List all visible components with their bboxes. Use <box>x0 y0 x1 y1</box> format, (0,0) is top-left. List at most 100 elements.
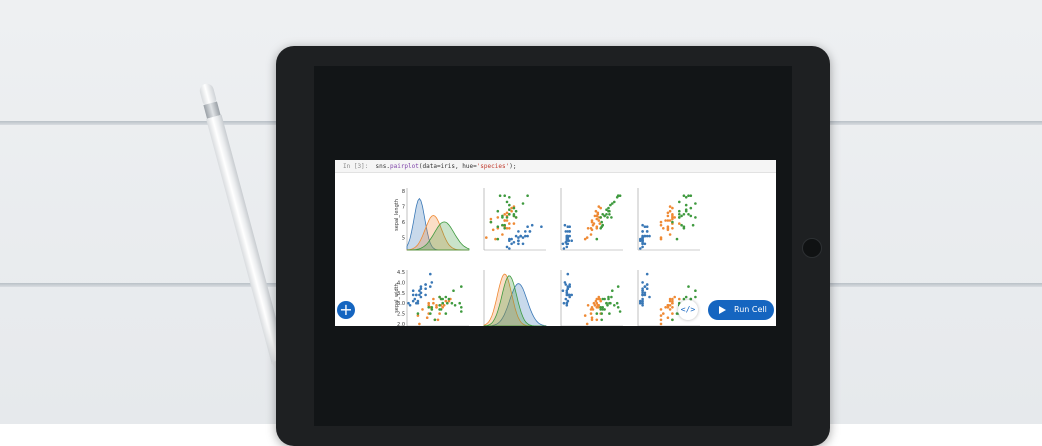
scatter-point-versicolor <box>664 306 667 309</box>
scatter-point-setosa <box>411 293 415 297</box>
code-line[interactable]: In [3]: sns.pairplot(data=iris, hue='spe… <box>343 163 516 170</box>
scatter-point-virginica <box>675 312 679 315</box>
scatter-point-versicolor <box>659 220 663 224</box>
scatter-point-setosa <box>641 299 644 303</box>
scatter-point-versicolor <box>425 316 429 319</box>
scatter-point-virginica <box>496 209 500 213</box>
scatter-point-virginica <box>595 312 599 315</box>
scatter-point-setosa <box>510 237 513 241</box>
run-cell-label: Run Cell <box>734 305 767 314</box>
scatter-point-setosa <box>430 281 434 284</box>
scatter-point-virginica <box>453 304 457 307</box>
scatter-point-versicolor <box>666 306 670 309</box>
scatter-point-versicolor <box>659 308 663 311</box>
scatter-point-virginica <box>687 285 690 288</box>
scatter-point-versicolor <box>427 301 430 305</box>
scatter-point-virginica <box>501 216 504 219</box>
scatter-point-setosa <box>641 245 644 249</box>
scatter-point-versicolor <box>673 216 676 219</box>
scatter-point-setosa <box>641 223 644 227</box>
scatter-point-setosa <box>524 234 527 238</box>
scatter-point-virginica <box>689 297 693 301</box>
scatter-point-setosa <box>566 225 570 228</box>
tablet-home-button[interactable] <box>802 238 822 258</box>
scatter-point-virginica <box>508 213 511 216</box>
scatter-point-versicolor <box>589 312 593 315</box>
scatter-point-setosa <box>643 234 647 238</box>
scatter-point-versicolor <box>444 299 448 303</box>
scatter-point-virginica <box>526 194 529 197</box>
scatter-point-setosa <box>563 223 567 227</box>
scatter-point-virginica <box>678 216 681 219</box>
scatter-point-versicolor <box>441 306 444 309</box>
scatter-point-versicolor <box>596 211 600 215</box>
scatter-point-versicolor <box>659 322 663 326</box>
cell-prompt: In [3]: <box>343 163 369 170</box>
scatter-point-virginica <box>458 301 461 305</box>
scatter-point-versicolor <box>671 213 674 216</box>
scatter-point-versicolor <box>505 219 509 222</box>
scatter-point-versicolor <box>595 297 599 301</box>
code-module: sns. <box>375 163 390 170</box>
scatter-point-versicolor <box>436 318 440 322</box>
scatter-point-virginica <box>675 237 679 241</box>
scatter-point-setosa <box>568 295 571 299</box>
scatter-point-virginica <box>439 297 443 301</box>
code-input-area[interactable] <box>335 160 776 173</box>
scatter-point-versicolor <box>590 306 594 309</box>
scatter-point-versicolor <box>418 322 421 326</box>
scatter-point-versicolor <box>668 209 672 213</box>
scatter-point-setosa <box>566 285 570 288</box>
scatter-point-setosa <box>641 242 644 246</box>
scatter-point-versicolor <box>512 222 516 225</box>
scatter-point-setosa <box>419 295 423 299</box>
scatter-point-setosa <box>508 247 511 250</box>
scatter-point-setosa <box>407 301 410 305</box>
tick-label: 2.5 <box>397 312 405 318</box>
scatter-point-setosa <box>639 299 642 303</box>
scatter-point-virginica <box>682 297 686 301</box>
row1-tick-labels: 8 7 6 5 <box>402 189 405 242</box>
scatter-point-versicolor <box>671 306 674 309</box>
tick-label: 4.5 <box>397 270 405 276</box>
scatter-point-setosa <box>568 234 571 238</box>
scatter-point-setosa <box>641 291 644 295</box>
scatter-point-virginica <box>605 213 608 216</box>
scatter-point-versicolor <box>505 227 509 230</box>
scatter-point-versicolor <box>671 301 674 305</box>
scatter-point-virginica <box>601 306 604 309</box>
density-virginica <box>483 275 546 326</box>
scatter-point-setosa <box>570 293 573 297</box>
scatter-point-versicolor <box>678 297 681 301</box>
scatter-point-versicolor <box>666 227 670 230</box>
scatter-point-setosa <box>568 285 571 288</box>
scatter-point-versicolor <box>666 304 670 307</box>
scatter-point-virginica <box>608 301 611 305</box>
scatter-point-versicolor <box>668 205 672 208</box>
add-cell-button[interactable]: + <box>337 301 355 319</box>
scatter-point-versicolor <box>432 301 435 305</box>
scatter-point-setosa <box>530 223 534 227</box>
scatter-point-virginica <box>496 237 500 241</box>
scatter-point-virginica <box>607 209 610 213</box>
scatter-point-setosa <box>648 295 651 299</box>
scatter-point-setosa <box>566 230 570 233</box>
scatter-point-versicolor <box>597 216 601 219</box>
scatter-point-setosa <box>419 291 423 295</box>
scatter-point-virginica <box>610 216 613 219</box>
scatter-point-virginica <box>689 194 693 197</box>
scatter-point-versicolor <box>594 299 598 303</box>
scatter-point-virginica <box>601 297 604 301</box>
scatter-point-versicolor <box>671 227 674 230</box>
scatter-point-versicolor <box>435 304 438 307</box>
scatter-point-versicolor <box>508 222 511 225</box>
run-cell-button[interactable]: Run Cell <box>708 300 774 320</box>
code-view-button[interactable]: </> <box>678 300 698 320</box>
scatter-point-virginica <box>618 194 622 197</box>
scatter-point-virginica <box>599 308 602 311</box>
play-icon <box>719 306 726 314</box>
scatter-point-virginica <box>430 308 434 311</box>
scatter-point-setosa <box>643 225 647 228</box>
scatter-point-setosa <box>563 281 567 284</box>
scatter-point-setosa <box>565 245 569 249</box>
